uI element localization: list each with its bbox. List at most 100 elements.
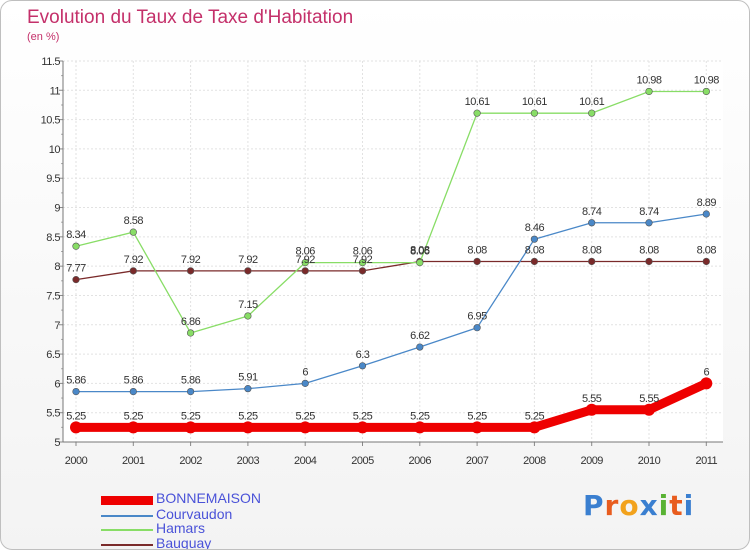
data-label-bauquay: 7.92 (124, 254, 144, 266)
legend-swatch (101, 515, 153, 517)
chart-title: Evolution du Taux de Taxe d'Habitation (27, 7, 354, 28)
data-label-courvaudon: 8.46 (525, 222, 545, 234)
y-tick-label: 6 (54, 378, 60, 390)
data-point-courvaudon (473, 324, 481, 332)
data-point-courvaudon (358, 362, 367, 370)
data-label-courvaudon: 5.86 (181, 375, 201, 387)
x-tick-label: 2011 (695, 455, 717, 467)
data-label-hamars: 8.06 (353, 246, 373, 258)
data-label-hamars: 8.58 (124, 215, 144, 227)
data-point-bonnemaison (70, 421, 82, 434)
data-label-bonnemaison: 5.55 (582, 393, 602, 405)
y-tick-label: 11 (50, 85, 61, 97)
data-label-courvaudon: 6.62 (410, 330, 430, 342)
data-label-bauquay: 7.77 (66, 263, 86, 275)
data-point-hamars (530, 109, 539, 117)
data-label-hamars: 10.61 (579, 96, 604, 108)
data-point-courvaudon (530, 235, 539, 243)
data-label-bonnemaison: 5.25 (181, 410, 201, 422)
y-tick-label: 9.5 (46, 173, 60, 185)
proxiti-logo: Proxiti (583, 489, 695, 522)
data-label-hamars: 10.61 (465, 96, 490, 108)
y-tick-label: 7.5 (46, 290, 60, 302)
data-point-bauquay (645, 257, 653, 266)
data-point-bonnemaison (700, 377, 713, 390)
data-label-courvaudon: 8.89 (697, 197, 717, 209)
data-label-bauquay: 8.08 (582, 244, 602, 256)
x-tick-label: 2001 (122, 455, 145, 467)
data-label-courvaudon: 6 (302, 366, 308, 378)
data-label-bonnemaison: 5.25 (410, 410, 430, 422)
data-point-courvaudon (645, 219, 653, 227)
data-label-bauquay: 7.92 (295, 254, 315, 266)
x-tick-label: 2002 (179, 455, 202, 467)
y-tick-label: 5 (54, 437, 60, 449)
data-point-bonnemaison (241, 421, 254, 434)
x-tick-label: 2007 (466, 455, 489, 467)
y-tick-label: 5.5 (46, 408, 60, 420)
data-point-bonnemaison (184, 421, 197, 434)
x-tick-label: 2008 (523, 455, 546, 467)
data-label-courvaudon: 8.74 (582, 206, 602, 218)
data-label-bonnemaison: 5.55 (639, 393, 659, 405)
data-point-bauquay (72, 276, 80, 284)
legend-swatch (101, 544, 153, 546)
data-point-bauquay (244, 267, 252, 275)
data-label-bauquay: 8.08 (525, 244, 545, 256)
data-point-bonnemaison (585, 403, 598, 416)
data-label-bauquay: 8.08 (697, 244, 717, 256)
data-point-courvaudon (416, 343, 424, 351)
data-point-bauquay (702, 257, 710, 266)
data-label-bonnemaison: 5.25 (66, 410, 86, 422)
data-label-bonnemaison: 5.25 (124, 410, 144, 422)
x-tick-label: 2003 (237, 455, 260, 467)
legend-swatch (101, 495, 153, 505)
data-label-bonnemaison: 5.25 (525, 410, 545, 422)
data-point-bonnemaison (413, 421, 426, 434)
data-label-hamars: 10.61 (522, 96, 547, 108)
y-tick-label: 9 (54, 203, 60, 215)
data-point-hamars (416, 259, 424, 267)
data-point-hamars (702, 87, 710, 96)
data-label-hamars: 8.34 (66, 229, 86, 241)
data-label-bauquay: 7.92 (181, 254, 201, 266)
data-point-hamars (358, 259, 367, 267)
data-label-bonnemaison: 6 (703, 366, 709, 378)
data-point-bauquay (358, 267, 367, 275)
data-point-bauquay (187, 267, 195, 275)
data-label-courvaudon: 5.91 (238, 372, 258, 384)
data-point-courvaudon (72, 387, 80, 396)
data-point-bonnemaison (356, 421, 369, 434)
data-label-bauquay: 8.08 (410, 244, 430, 256)
chart-subtitle: (en %) (27, 31, 60, 43)
data-label-bauquay: 8.08 (467, 244, 487, 256)
data-label-bonnemaison: 5.25 (467, 410, 487, 422)
data-label-bonnemaison: 5.25 (295, 410, 315, 422)
legend-label: Courvaudon (156, 506, 233, 522)
data-point-courvaudon (129, 387, 137, 396)
data-point-bonnemaison (299, 421, 312, 434)
data-point-courvaudon (702, 210, 710, 218)
data-label-bauquay: 7.92 (238, 254, 258, 266)
data-point-hamars (244, 312, 252, 320)
data-point-courvaudon (244, 385, 252, 393)
y-tick-label: 8.5 (46, 232, 60, 244)
data-point-hamars (645, 87, 653, 96)
x-tick-label: 2004 (294, 455, 317, 467)
data-point-courvaudon (301, 379, 309, 387)
series-line-bauquay (75, 260, 707, 281)
data-label-bonnemaison: 5.25 (353, 410, 373, 422)
plot-area (63, 61, 723, 442)
data-label-hamars: 6.86 (181, 316, 201, 328)
data-label-courvaudon: 5.86 (66, 375, 86, 387)
legend-label: Hamars (156, 520, 206, 536)
data-point-hamars (301, 259, 309, 267)
data-point-bauquay (530, 257, 539, 266)
y-tick-label: 7 (54, 320, 60, 332)
y-tick-label: 11.5 (41, 56, 60, 68)
data-point-hamars (72, 242, 80, 250)
data-label-bauquay: 8.08 (639, 244, 659, 256)
y-tick-label: 8 (54, 261, 60, 273)
data-point-bonnemaison (471, 421, 484, 434)
